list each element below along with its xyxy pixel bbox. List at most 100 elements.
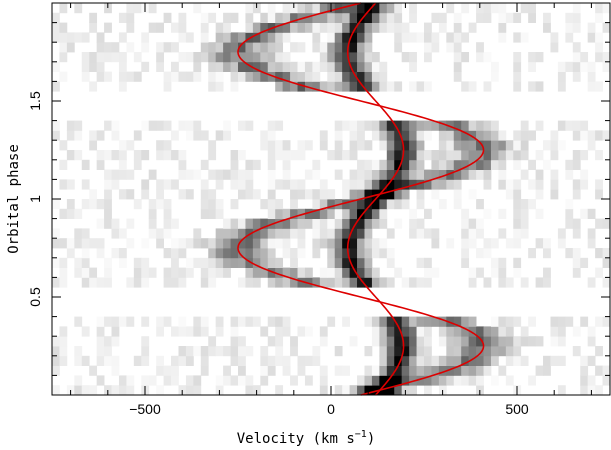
heatmap-cell [342,3,350,14]
heatmap-cell [312,189,321,200]
heatmap-cell [416,120,425,131]
heatmap-cell [409,365,417,376]
heatmap-cell [379,326,388,337]
heatmap-cell [371,218,380,229]
heatmap-cell [461,32,470,43]
heatmap-cell [327,228,336,239]
heatmap-cell [282,326,291,337]
heatmap-cell [126,140,135,151]
heatmap-cell [468,355,477,366]
heatmap-cell [282,12,291,23]
heatmap-cell [238,32,246,43]
heatmap-cell [386,346,395,357]
heatmap-cell [171,61,179,72]
heatmap-cell [342,199,350,210]
heatmap-cell [104,22,112,33]
heatmap-cell [453,199,462,210]
heatmap-cell [148,169,157,180]
heatmap-cell [543,12,551,23]
heatmap-cell [416,189,425,200]
heatmap-cell [111,248,120,259]
heatmap-cell [327,71,336,82]
heatmap-cell [148,218,157,229]
heatmap-cell [572,228,581,239]
heatmap-cell [104,208,112,219]
heatmap-cell [357,169,365,180]
heatmap-cell [424,326,432,337]
heatmap-cell [535,120,544,131]
heatmap-cell [364,375,373,386]
heatmap-cell [476,199,484,210]
heatmap-cell [96,346,105,357]
heatmap-cell [602,52,611,63]
heatmap-cell [81,52,90,63]
heatmap-cell [81,32,90,43]
heatmap-cell [349,248,358,259]
heatmap-cell [386,169,395,180]
heatmap-cell [483,179,492,190]
heatmap-cell [334,267,343,278]
heatmap-cell [282,277,291,288]
heatmap-cell [104,218,112,229]
heatmap-cell [565,199,574,210]
heatmap-cell [468,81,477,92]
heatmap-cell [468,120,477,131]
heatmap-cell [342,22,350,33]
heatmap-cell [215,208,224,219]
heatmap-cell [148,208,157,219]
heatmap-cell [490,140,499,151]
heatmap-cell [208,52,217,63]
heatmap-cell [215,316,224,327]
heatmap-cell [431,189,440,200]
heatmap-cell [409,32,417,43]
heatmap-cell [260,61,269,72]
heatmap-cell [133,267,142,278]
heatmap-cell [223,248,231,259]
heatmap-cell [483,52,492,63]
heatmap-cell [163,81,172,92]
heatmap-cell [252,267,261,278]
heatmap-cell [498,365,507,376]
heatmap-layer [52,3,611,396]
heatmap-cell [409,159,417,170]
heatmap-cell [185,355,194,366]
heatmap-cell [275,316,284,327]
heatmap-cell [282,71,291,82]
heatmap-cell [275,52,284,63]
heatmap-cell [401,120,410,131]
heatmap-cell [349,52,358,63]
heatmap-cell [490,238,499,249]
heatmap-cell [260,248,269,259]
heatmap-cell [290,257,298,268]
heatmap-cell [342,316,350,327]
heatmap-cell [118,385,127,396]
heatmap-cell [364,61,373,72]
heatmap-cell [416,365,425,376]
heatmap-cell [171,179,179,190]
heatmap-cell [215,81,224,92]
heatmap-cell [401,150,410,161]
heatmap-cell [342,42,350,53]
heatmap-cell [104,42,112,53]
heatmap-cell [386,336,395,347]
heatmap-cell [223,42,231,53]
heatmap-cell [141,42,150,53]
heatmap-cell [342,238,350,249]
heatmap-cell [342,189,350,200]
heatmap-cell [282,267,291,278]
heatmap-cell [312,199,321,210]
heatmap-cell [424,179,432,190]
heatmap-cell [483,355,492,366]
heatmap-cell [238,238,246,249]
heatmap-cell [580,208,589,219]
heatmap-cell [401,179,410,190]
heatmap-cell [171,257,179,268]
heatmap-cell [148,22,157,33]
heatmap-cell [416,81,425,92]
heatmap-cell [238,52,246,63]
heatmap-cell [215,199,224,210]
heatmap-cell [357,71,365,82]
heatmap-cell [453,355,462,366]
heatmap-cell [282,22,291,33]
heatmap-cell [312,71,321,82]
